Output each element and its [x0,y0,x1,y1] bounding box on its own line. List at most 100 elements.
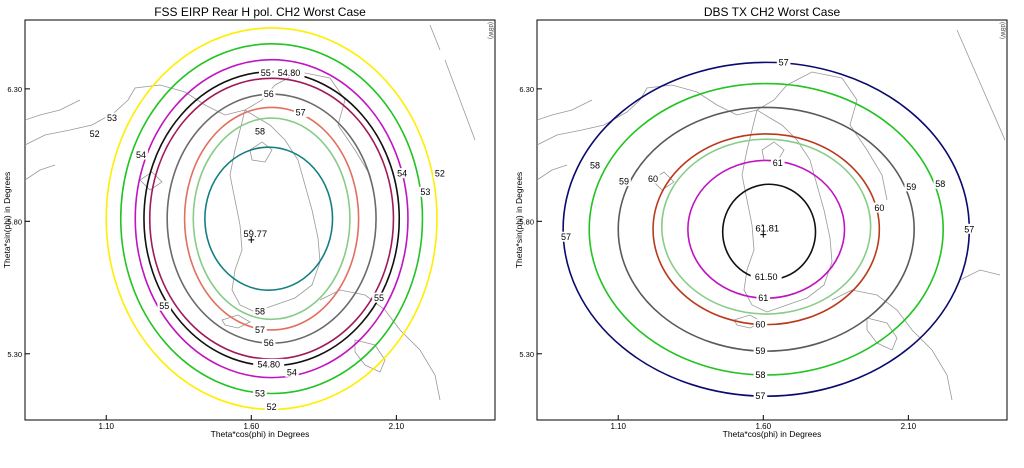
contour-label: 57 [755,391,765,401]
contour-label-bg [87,128,102,139]
peak-tx-mark: × [761,223,764,228]
contour-label: 52 [267,402,277,412]
contour-label: 56 [264,89,274,99]
contour-label-bg [253,125,267,136]
contour-label-bg [872,202,887,213]
contour-label: 52 [90,129,100,139]
x-tick-label: 1.10 [610,422,626,431]
contour-label-bg [933,178,948,189]
y-axis-label: Theta*sin(phi) in Degrees [514,172,524,268]
contour-57 [183,106,360,331]
contour-label: 61.50 [755,272,778,282]
contour-label-bg [962,223,977,234]
contour-label-bg [776,56,791,67]
plot-frame [536,19,1008,421]
contour-label: 54 [287,367,297,377]
contour-label-bg [646,173,660,184]
chart-title: FSS EIRP Rear H pol. CH2 Worst Case [154,5,366,19]
contour-label: 54.80 [278,68,301,78]
contour-label: 53 [255,389,265,399]
x-tick-label: 2.10 [901,422,917,431]
contour-label: 59 [755,346,765,356]
contour-label-bg [753,319,768,330]
y-tick-label: 5.80 [519,217,534,226]
y-axis-label: Theta*sin(phi) in Degrees [2,172,12,268]
axis-ticks: 1.10 1.60 2.10 6.30 5.80 5.30 [7,85,404,431]
contour-57a [192,117,351,321]
y-tick-label: 5.30 [519,350,534,359]
contour-label: 53 [420,187,430,197]
contour-label-bg [157,300,172,311]
contour-label-bg [750,271,782,282]
x-tick-label: 2.10 [389,422,405,431]
plot-frame [24,19,496,421]
contour-label: 59 [619,177,629,187]
y-tick-label: 6.30 [519,85,534,94]
contour-label: 54 [397,169,407,179]
corner-unit-label: (dBW) [487,22,493,39]
contour-label-bg [588,160,602,171]
x-tick-label: 1.60 [756,422,772,431]
chart-title: DBS TX CH2 Worst Case [704,5,841,19]
x-axis-label: Theta*cos(phi) in Degrees [723,429,822,439]
x-tick-label: 1.60 [244,422,260,431]
contour-label-bg [771,157,785,168]
peak-label: 59.77 [243,229,267,240]
contour-label-bg [433,168,447,179]
contour-label: 58 [255,126,265,136]
y-tick-label: 5.30 [7,350,22,359]
contour-label-bg [559,231,573,242]
contour-label: 59 [906,182,916,192]
contour-label: 55 [261,68,271,78]
contour-label: 58 [590,161,600,171]
peak-marker [760,231,767,238]
contour-label: 54 [136,150,146,160]
x-axis-label: Theta*cos(phi) in Degrees [211,429,310,439]
contour-label-bg [261,88,276,99]
peak-label: 61.81 [755,224,779,235]
contour-label: 60 [874,203,884,213]
contour-label: 55 [159,301,169,311]
contour-label: 53 [107,113,117,123]
contour-label-bg [134,149,148,160]
contour-label-bg [253,388,267,399]
contour-label: 58 [255,306,265,316]
contour-label: 56 [264,338,274,348]
contour-label-bg [617,176,631,187]
contour-label-bg [253,324,267,335]
contour-label: 58 [935,179,945,189]
contour-label-bg [904,181,919,192]
contour-58 [204,146,334,291]
contour-label-bg [756,292,771,303]
contour-label-bg [261,337,276,348]
contour-label: 54.80 [257,359,280,369]
contour-label: 57 [561,232,571,242]
contour-label-layer: 57 57 57 57 58 58 58 59 59 59 60 60 60 61 61 61.50 ×61.8… [559,56,977,401]
contour-label-bg [418,186,433,197]
contour-label-bg [273,67,305,78]
contour-label: 58 [755,370,765,380]
contour-label: 61 [773,158,783,168]
corner-unit-label: (dBW) [999,22,1005,39]
contour-label-bg [753,369,768,380]
contour-label-bg [395,168,409,179]
contour-label-layer: 52525253535354545454.8054.80555555565657… [87,67,447,412]
y-tick-label: 5.80 [7,217,22,226]
contour-label: 57 [779,57,789,67]
contour-label-bg [753,390,768,401]
peak-marker [248,236,255,243]
contour-label-bg [372,292,386,303]
contour-label: 61 [758,293,768,303]
contour-54 [134,58,409,379]
contour-53 [119,43,424,395]
contour-label: 60 [648,174,658,184]
y-tick-label: 6.30 [7,85,22,94]
peak-tx-mark: × [249,228,252,233]
contour-label: 60 [755,320,765,330]
contour-60a [660,138,872,315]
contour-label-bg [259,67,273,78]
contour-label-bg [105,112,119,123]
chart-fss-eirp: FSS EIRP Rear H pol. CH2 Worst Case 52 52… [2,5,496,439]
axis-ticks: 1.10 1.60 2.10 6.30 5.80 5.30 [519,85,916,431]
